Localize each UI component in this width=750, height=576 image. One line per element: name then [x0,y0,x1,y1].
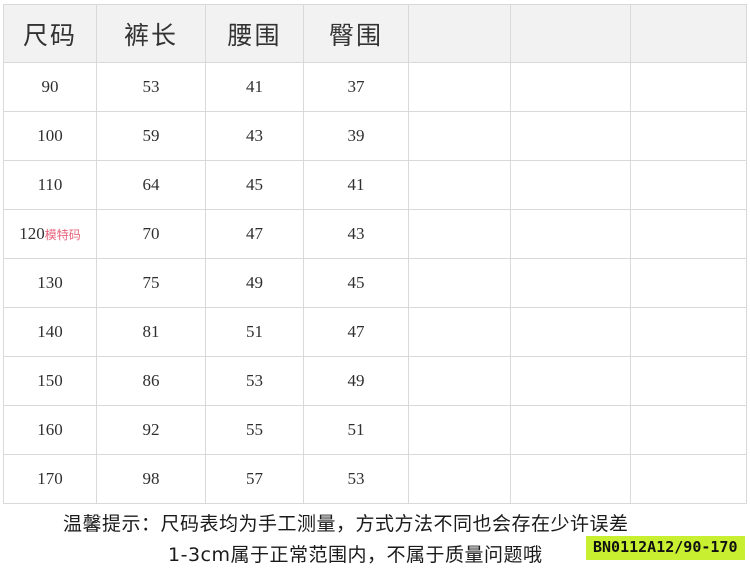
cell-empty-3 [630,160,747,210]
cell-empty-1 [408,62,511,112]
size-value: 130 [37,273,63,292]
table-row: 100 59 43 39 [3,111,747,161]
cell-size: 140 [3,307,97,357]
column-header-empty-3 [630,4,747,63]
footer-notes: 温馨提示：尺码表均为手工测量，方式方法不同也会存在少许误差 1-3cm属于正常范… [0,500,750,576]
cell-waist: 41 [205,62,304,112]
size-value: 150 [37,371,63,390]
cell-length: 86 [96,356,206,406]
cell-waist: 45 [205,160,304,210]
cell-empty-2 [510,258,631,308]
cell-hip: 37 [303,62,409,112]
footer-line-2: 1-3cm属于正常范围内，不属于质量问题哦 [168,544,543,566]
table-row: 170 98 57 53 [3,454,747,504]
cell-size: 100 [3,111,97,161]
size-value: 170 [37,469,63,488]
cell-size: 170 [3,454,97,504]
cell-waist: 55 [205,405,304,455]
cell-empty-1 [408,307,511,357]
cell-size: 160 [3,405,97,455]
cell-empty-2 [510,111,631,161]
cell-length: 53 [96,62,206,112]
size-value: 160 [37,420,63,439]
cell-empty-1 [408,454,511,504]
cell-empty-2 [510,209,631,259]
size-table: 尺码 裤长 腰围 臀围 90 53 41 37 [3,4,747,504]
size-value: 100 [37,126,63,145]
cell-length: 98 [96,454,206,504]
size-value: 120 [19,224,45,243]
table-row: 140 81 51 47 [3,307,747,357]
cell-empty-3 [630,307,747,357]
column-header-waist: 腰围 [205,4,304,63]
column-header-length: 裤长 [96,4,206,63]
cell-hip: 51 [303,405,409,455]
cell-empty-3 [630,454,747,504]
cell-empty-2 [510,356,631,406]
table-header: 尺码 裤长 腰围 臀围 [3,4,747,63]
cell-empty-2 [510,62,631,112]
size-value: 140 [37,322,63,341]
cell-waist: 47 [205,209,304,259]
cell-hip: 49 [303,356,409,406]
footer-line-1: 温馨提示：尺码表均为手工测量，方式方法不同也会存在少许误差 [63,513,629,535]
size-note: 模特码 [44,228,81,242]
cell-empty-3 [630,62,747,112]
cell-empty-2 [510,454,631,504]
size-table-container: 尺码 裤长 腰围 臀围 90 53 41 37 [3,4,747,504]
cell-length: 59 [96,111,206,161]
cell-length: 70 [96,209,206,259]
column-header-size: 尺码 [3,4,97,63]
cell-empty-1 [408,258,511,308]
column-header-hip: 臀围 [303,4,409,63]
cell-empty-1 [408,160,511,210]
cell-waist: 51 [205,307,304,357]
cell-empty-3 [630,356,747,406]
column-header-empty-1 [408,4,511,63]
table-row: 130 75 49 45 [3,258,747,308]
cell-size: 150 [3,356,97,406]
cell-empty-3 [630,209,747,259]
cell-length: 64 [96,160,206,210]
cell-empty-3 [630,258,747,308]
cell-length: 92 [96,405,206,455]
cell-waist: 43 [205,111,304,161]
product-code-badge: BN0112A12/90-170 [586,536,745,561]
cell-empty-1 [408,111,511,161]
table-row: 150 86 53 49 [3,356,747,406]
cell-hip: 47 [303,307,409,357]
table-row: 110 64 45 41 [3,160,747,210]
cell-size: 90 [3,62,97,112]
cell-length: 75 [96,258,206,308]
size-value: 110 [37,175,63,194]
table-body: 90 53 41 37 100 59 43 39 [3,62,747,504]
cell-hip: 41 [303,160,409,210]
cell-hip: 43 [303,209,409,259]
table-row: 160 92 55 51 [3,405,747,455]
cell-waist: 57 [205,454,304,504]
size-value: 90 [41,77,59,96]
cell-empty-1 [408,209,511,259]
cell-empty-1 [408,356,511,406]
cell-length: 81 [96,307,206,357]
table-row: 90 53 41 37 [3,62,747,112]
column-header-empty-2 [510,4,631,63]
cell-empty-1 [408,405,511,455]
cell-empty-2 [510,307,631,357]
cell-empty-3 [630,405,747,455]
cell-waist: 49 [205,258,304,308]
cell-size: 110 [3,160,97,210]
table-header-row: 尺码 裤长 腰围 臀围 [3,4,747,63]
cell-empty-2 [510,405,631,455]
cell-hip: 53 [303,454,409,504]
cell-empty-3 [630,111,747,161]
cell-empty-2 [510,160,631,210]
cell-size: 120模特码 [3,209,97,259]
table-row: 120模特码 70 47 43 [3,209,747,259]
cell-size: 130 [3,258,97,308]
cell-waist: 53 [205,356,304,406]
cell-hip: 39 [303,111,409,161]
cell-hip: 45 [303,258,409,308]
